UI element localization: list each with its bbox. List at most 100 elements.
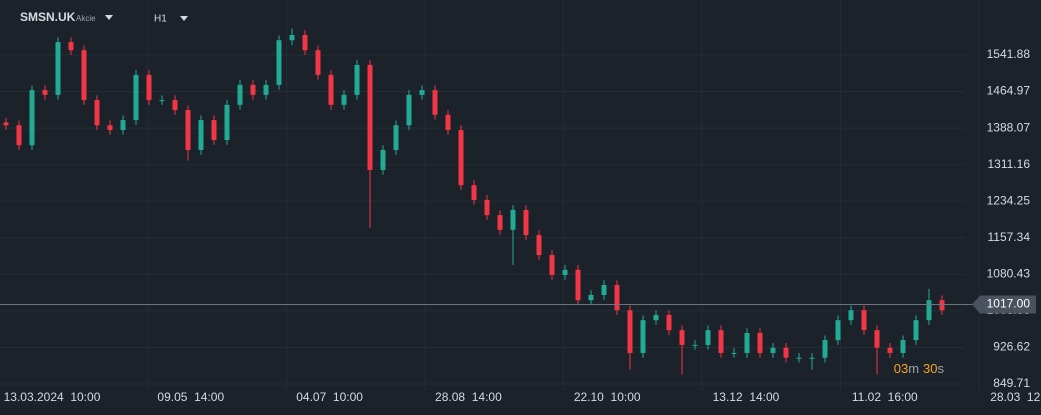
candle-body bbox=[796, 357, 802, 359]
candle-body bbox=[55, 42, 61, 95]
current-price-tag bbox=[972, 295, 1036, 314]
candle-body bbox=[510, 209, 516, 230]
candle-body bbox=[588, 294, 594, 301]
candle-body bbox=[549, 255, 555, 276]
candle-body bbox=[653, 314, 659, 321]
candle-body bbox=[744, 333, 750, 353]
candle-body bbox=[341, 94, 347, 105]
candle-body bbox=[237, 84, 243, 105]
candle-body bbox=[861, 310, 867, 331]
candle-body bbox=[601, 285, 607, 295]
candle-body bbox=[263, 84, 269, 95]
candle-body bbox=[42, 90, 48, 95]
x-tick-label: 09.05 14:00 bbox=[157, 390, 224, 404]
candle-body bbox=[900, 340, 906, 353]
y-tick-label: 1234.25 bbox=[987, 193, 1031, 207]
candle-body bbox=[354, 64, 360, 95]
candle-body bbox=[367, 64, 373, 170]
candle-body bbox=[614, 285, 620, 311]
candle-body bbox=[445, 114, 451, 131]
candle-body bbox=[562, 269, 568, 276]
x-tick-label: 28.03 12:00 bbox=[990, 390, 1041, 404]
candle-body bbox=[406, 94, 412, 126]
y-tick-label: 1311.16 bbox=[988, 157, 1031, 171]
countdown-minutes: 03 bbox=[894, 361, 908, 376]
candle-body bbox=[536, 235, 542, 256]
candle-body bbox=[133, 74, 139, 121]
candle-body bbox=[3, 122, 9, 126]
y-tick-label: 1157.34 bbox=[988, 230, 1031, 244]
candle-body bbox=[419, 90, 425, 95]
candle-body bbox=[809, 357, 815, 359]
candle-body bbox=[81, 50, 87, 101]
candle-body bbox=[211, 120, 217, 141]
x-tick-label: 22.10 10:00 bbox=[574, 390, 641, 404]
candle-body bbox=[250, 84, 256, 95]
candle-body bbox=[848, 310, 854, 321]
candle-body bbox=[315, 50, 321, 75]
candle-body bbox=[16, 125, 22, 146]
candle-body bbox=[666, 314, 672, 331]
candle-body bbox=[731, 352, 737, 354]
candle-body bbox=[107, 125, 113, 131]
symbol[interactable]: SMSN.UK bbox=[20, 10, 76, 24]
candle-body bbox=[159, 100, 165, 102]
current-price-label: 1017.00 bbox=[987, 297, 1031, 311]
candle-body bbox=[497, 215, 503, 230]
countdown-seconds-unit: s bbox=[938, 361, 945, 376]
candle-body bbox=[926, 300, 932, 321]
candle-body bbox=[29, 90, 35, 146]
y-tick-label: 849.71 bbox=[993, 376, 1030, 390]
candle-body bbox=[757, 333, 763, 353]
candle-body bbox=[484, 199, 490, 216]
y-tick-label: 1080.43 bbox=[987, 267, 1031, 281]
asset-class: Akcie bbox=[76, 14, 96, 23]
candle-body bbox=[679, 330, 685, 345]
interval[interactable]: H1 bbox=[154, 14, 167, 25]
candle-body bbox=[224, 104, 230, 141]
candle-body bbox=[68, 42, 74, 51]
candle-body bbox=[276, 40, 282, 85]
candle-body bbox=[835, 320, 841, 341]
x-tick-label: 13.12 14:00 bbox=[713, 390, 780, 404]
symbol-dropdown[interactable] bbox=[105, 15, 113, 20]
candle-body bbox=[289, 34, 295, 41]
y-tick-label: 1464.97 bbox=[987, 84, 1031, 98]
candle-body bbox=[302, 34, 308, 51]
y-tick-label: 1388.07 bbox=[987, 120, 1031, 134]
interval-dropdown[interactable] bbox=[180, 16, 188, 21]
candle-body bbox=[705, 330, 711, 345]
candle-body bbox=[575, 269, 581, 301]
candle-body bbox=[692, 344, 698, 346]
candle-body bbox=[770, 347, 776, 353]
candle-body bbox=[471, 185, 477, 200]
grid bbox=[0, 0, 980, 390]
candle-body bbox=[432, 90, 438, 115]
candle-body bbox=[393, 125, 399, 151]
candle-body bbox=[718, 330, 724, 353]
candle-body bbox=[185, 110, 191, 151]
countdown: 03m 30s bbox=[894, 361, 945, 376]
candle-body bbox=[328, 74, 334, 105]
countdown-minutes-unit: m bbox=[908, 361, 919, 376]
x-tick-label: 28.08 14:00 bbox=[435, 390, 502, 404]
candle-body bbox=[94, 100, 100, 126]
candle-body bbox=[380, 150, 386, 170]
candle-body bbox=[198, 120, 204, 151]
candle-body bbox=[913, 320, 919, 341]
x-tick-label: 13.03.2024 10:00 bbox=[4, 390, 101, 404]
candles bbox=[3, 28, 945, 375]
overlay: 849.71926.621003.531080.431157.341234.25… bbox=[0, 47, 1041, 404]
candle-body bbox=[874, 330, 880, 348]
countdown-seconds: 30 bbox=[923, 361, 937, 376]
candle-body bbox=[939, 300, 945, 311]
candle-body bbox=[458, 130, 464, 186]
x-tick-label: 04.07 10:00 bbox=[296, 390, 363, 404]
candle-body bbox=[887, 347, 893, 353]
x-tick-label: 11.02 16:00 bbox=[852, 390, 918, 404]
candle-body bbox=[783, 347, 789, 358]
candle-body bbox=[523, 209, 529, 236]
